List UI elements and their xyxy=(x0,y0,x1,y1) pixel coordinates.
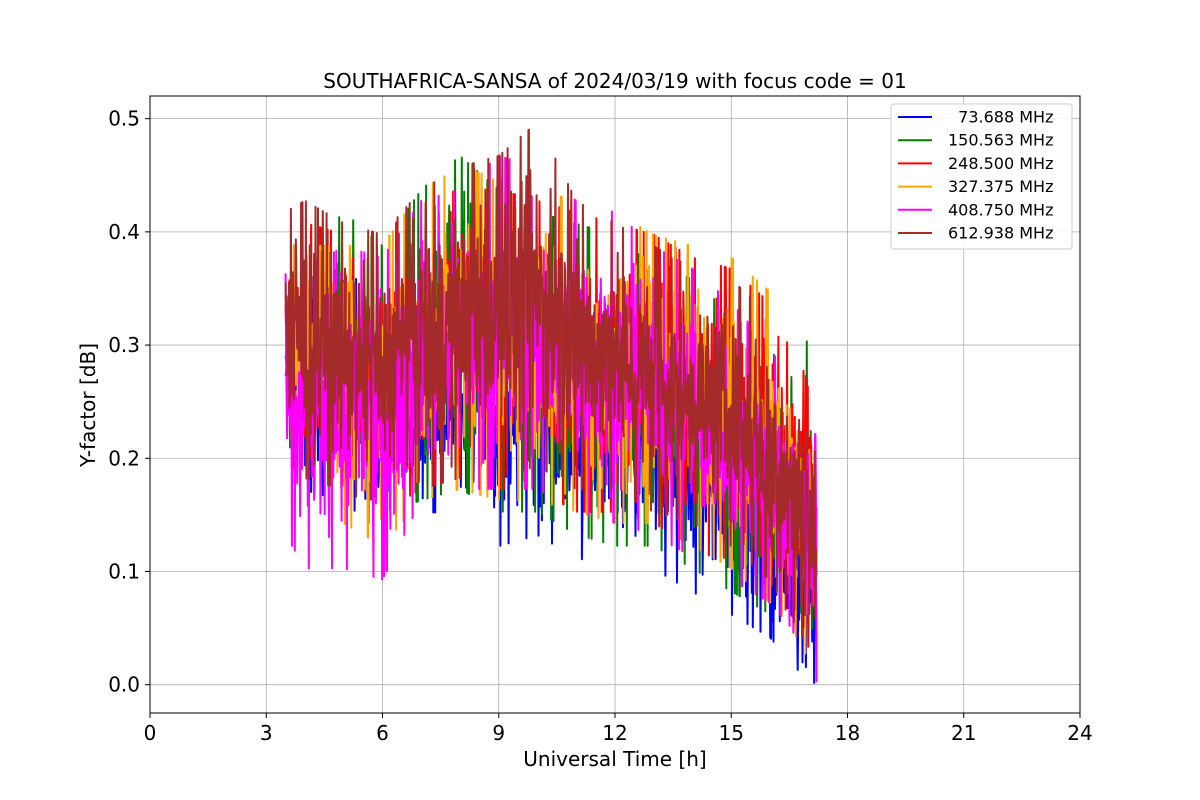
legend-label: 408.750 MHz xyxy=(948,200,1053,219)
x-tick-label: 9 xyxy=(492,721,505,745)
y-tick-label: 0.2 xyxy=(108,446,140,470)
x-axis: 0 3 6 9 12 15 18 21 24 xyxy=(144,713,1093,745)
chart-title: SOUTHAFRICA-SANSA of 2024/03/19 with foc… xyxy=(323,69,907,93)
legend-label: 327.375 MHz xyxy=(948,177,1053,196)
legend-label: 73.688 MHz xyxy=(948,108,1053,127)
legend-label: 248.500 MHz xyxy=(948,154,1053,173)
series-line xyxy=(284,128,818,638)
y-tick-label: 0.3 xyxy=(108,333,140,357)
x-tick-label: 0 xyxy=(144,721,157,745)
x-tick-label: 21 xyxy=(951,721,976,745)
legend: 73.688 MHz 150.563 MHz 248.500 MHz 327.375 … xyxy=(890,103,1073,250)
x-tick-label: 24 xyxy=(1067,721,1092,745)
x-tick-label: 6 xyxy=(376,721,389,745)
legend-box xyxy=(890,103,1073,250)
y-tick-label: 0.1 xyxy=(108,559,140,583)
plot-area xyxy=(284,128,818,684)
y-axis: 0.0 0.1 0.2 0.3 0.4 0.5 xyxy=(108,107,150,697)
x-tick-label: 3 xyxy=(260,721,273,745)
x-tick-label: 18 xyxy=(835,721,860,745)
y-tick-label: 0.0 xyxy=(108,673,140,697)
x-axis-label: Universal Time [h] xyxy=(523,747,706,771)
legend-label: 150.563 MHz xyxy=(948,131,1053,150)
legend-label: 612.938 MHz xyxy=(948,224,1053,243)
x-tick-label: 12 xyxy=(602,721,627,745)
y-axis-label: Y-factor [dB] xyxy=(76,343,100,468)
y-tick-label: 0.4 xyxy=(108,220,140,244)
y-tick-label: 0.5 xyxy=(108,107,140,131)
x-tick-label: 15 xyxy=(719,721,744,745)
